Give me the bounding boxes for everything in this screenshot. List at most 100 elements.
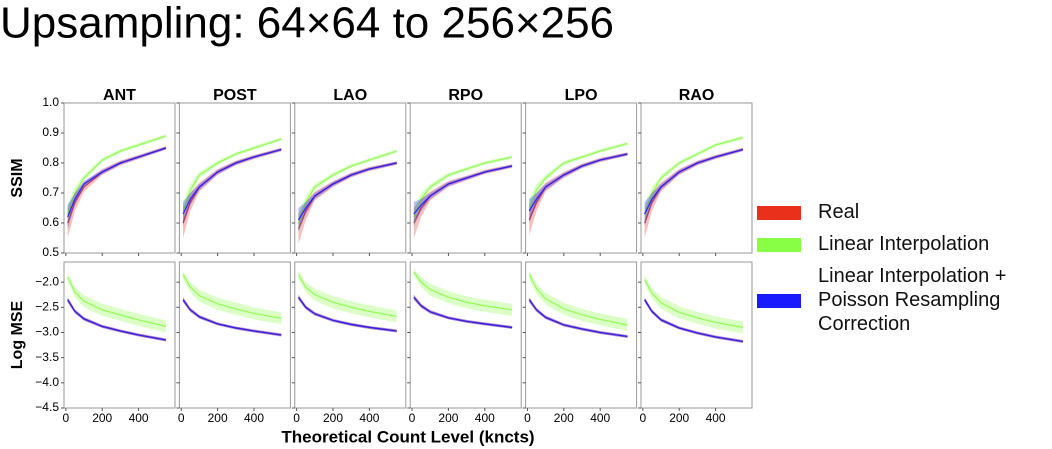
- legend-entry: Linear Interpolation + Poisson Resamplin…: [757, 264, 1043, 336]
- y-axis-label: SSIM: [9, 158, 26, 197]
- panel-title: ANT: [103, 87, 136, 104]
- x-tick-label: 200: [208, 411, 228, 425]
- error-band: [644, 147, 743, 238]
- y-tick-label: −4.5: [35, 400, 59, 414]
- x-tick-label: 200: [669, 411, 689, 425]
- panel-frame: [178, 261, 291, 409]
- legend-label: Linear Interpolation: [818, 233, 990, 255]
- series-line: [67, 147, 167, 218]
- legend-entry: Linear Interpolation: [757, 232, 1043, 256]
- error-band: [529, 152, 628, 223]
- series-line: [297, 150, 397, 224]
- y-tick-label: 0.7: [42, 185, 59, 199]
- error-band: [529, 152, 628, 235]
- legend-label: Linear Interpolation + Poisson Resamplin…: [818, 265, 1007, 335]
- error-band: [183, 297, 282, 337]
- legend-swatch: [757, 206, 801, 220]
- legend-label: Real: [818, 201, 860, 223]
- error-band: [413, 155, 513, 226]
- y-tick-label: 0.6: [42, 215, 59, 229]
- error-band: [183, 297, 282, 337]
- error-band: [644, 275, 743, 334]
- series-line: [528, 142, 628, 209]
- error-band: [298, 294, 397, 333]
- x-tick-label: 200: [92, 411, 112, 425]
- panel-frame: [294, 261, 407, 409]
- error-band: [298, 270, 397, 323]
- error-band: [529, 141, 628, 217]
- series-line: [528, 153, 628, 212]
- x-tick-label: 0: [293, 411, 300, 425]
- y-tick-label: −3.0: [35, 325, 59, 339]
- error-band: [67, 273, 166, 333]
- error-band: [529, 270, 628, 331]
- x-tick-label: 400: [244, 411, 264, 425]
- y-tick-label: 0.9: [42, 125, 59, 139]
- series-line: [413, 296, 513, 329]
- error-band: [644, 148, 743, 226]
- x-tick-label: 400: [706, 411, 726, 425]
- x-tick-label: 200: [438, 411, 458, 425]
- panel-frame: [640, 102, 753, 254]
- error-band: [644, 297, 743, 344]
- series-line: [67, 135, 167, 215]
- series-line: [644, 136, 744, 215]
- error-band: [298, 294, 397, 333]
- y-tick-label: −3.5: [35, 350, 59, 364]
- chart-title: Upsampling: 64×64 to 256×256: [0, 0, 614, 48]
- y-tick-label: −4.0: [35, 375, 59, 389]
- panel-title: LPO: [565, 87, 598, 104]
- series-line: [297, 296, 397, 332]
- panel-frame: [640, 261, 753, 409]
- error-band: [413, 268, 513, 316]
- panel-title: RAO: [679, 87, 715, 104]
- series-line: [182, 138, 282, 212]
- x-tick-label: 400: [475, 411, 495, 425]
- series-line: [644, 279, 744, 329]
- series-line: [297, 162, 397, 221]
- error-band: [298, 161, 397, 232]
- error-band: [183, 148, 282, 226]
- y-axis-label: Log MSE: [9, 300, 26, 369]
- panel-title: LAO: [333, 87, 367, 104]
- panel-frame: [525, 102, 638, 254]
- series-line: [297, 274, 397, 318]
- error-band: [529, 297, 628, 339]
- error-band: [644, 297, 743, 344]
- x-tick-label: 200: [323, 411, 343, 425]
- x-tick-label: 400: [129, 411, 149, 425]
- x-tick-label: 200: [554, 411, 574, 425]
- panel-title: RPO: [448, 87, 483, 104]
- panel-frame: [63, 261, 176, 409]
- series-line: [528, 299, 628, 338]
- y-tick-label: 1.0: [42, 95, 59, 109]
- error-band: [67, 134, 166, 223]
- x-tick-label: 400: [359, 411, 379, 425]
- y-tick-label: 0.8: [42, 155, 59, 169]
- error-band: [67, 297, 166, 342]
- panel-frame: [409, 261, 522, 409]
- error-band: [183, 270, 282, 325]
- error-band: [413, 164, 513, 226]
- series-line: [528, 274, 628, 326]
- series-line: [182, 274, 282, 320]
- legend-swatch: [757, 238, 801, 252]
- x-tick-label: 400: [590, 411, 610, 425]
- series-line: [644, 299, 744, 343]
- legend-entry: Real: [757, 200, 1043, 224]
- error-band: [183, 147, 282, 238]
- series-line: [182, 148, 282, 215]
- series-line: [182, 299, 282, 336]
- y-tick-label: −2.0: [35, 274, 59, 288]
- error-band: [67, 146, 166, 229]
- error-band: [67, 297, 166, 342]
- legend-swatch: [757, 294, 801, 308]
- y-tick-label: −2.5: [35, 299, 59, 313]
- series-line: [67, 276, 167, 328]
- x-tick-label: 0: [639, 411, 646, 425]
- series-line: [413, 165, 513, 215]
- series-line: [413, 156, 513, 218]
- series-line: [413, 271, 513, 311]
